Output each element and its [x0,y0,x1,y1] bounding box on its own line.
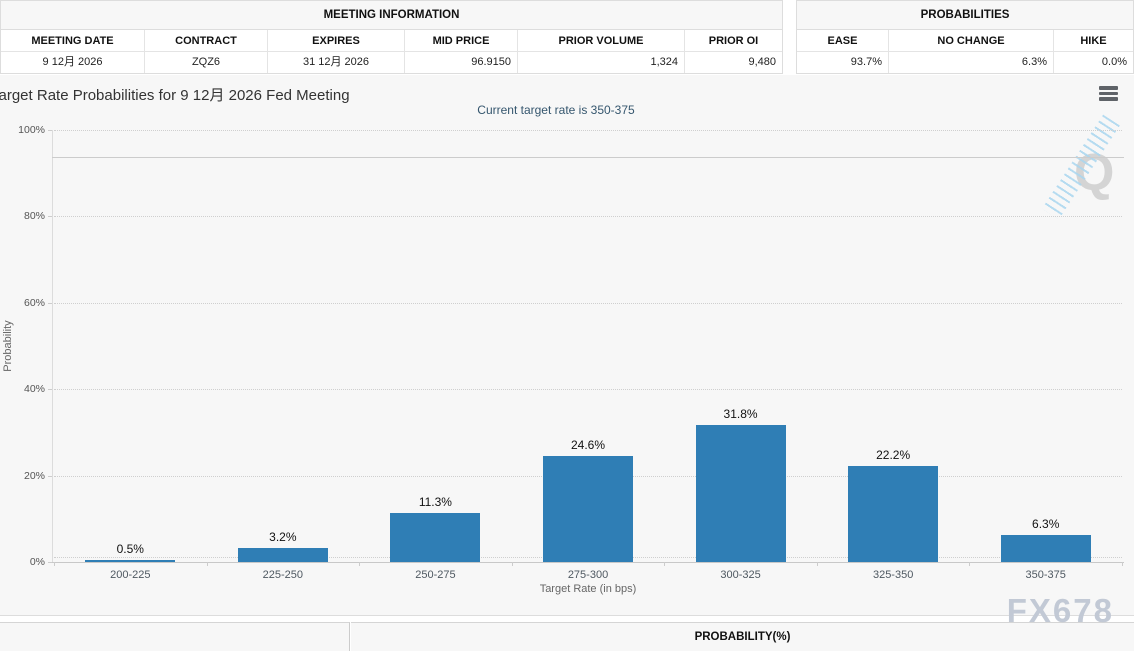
contract-value: ZQZ6 [144,52,267,73]
chart-panel: Q Target Rate Probabilities for 9 12月 20… [0,75,1134,616]
x-tick-label: 200-225 [110,569,151,581]
prior-volume-value: 1,324 [517,52,684,73]
meeting-information-value-row: 9 12月 2026 ZQZ6 31 12月 2026 96.9150 1,32… [1,52,782,73]
x-axis-tick [54,562,55,566]
x-tick-label: 300-325 [720,569,761,581]
gridline-40 [54,389,1122,391]
y-axis-tick [48,216,52,218]
x-axis-tick [664,562,666,566]
x-tick-label: 350-375 [1025,569,1066,581]
bar-value-label: 24.6% [570,437,606,452]
gridline-100 [54,130,1122,131]
y-tick-label: 100% [18,124,45,136]
y-axis-tick [48,130,52,131]
bar-value-label: 0.5% [116,541,144,556]
x-tick-label: 225-250 [262,569,304,581]
y-tick-label: 60% [23,296,45,309]
quikstrike-watermark: Q [1040,114,1130,237]
x-axis-tick [511,562,513,566]
y-tick-label: 40% [23,383,45,396]
meeting-date-value: 9 12月 2026 [42,56,103,68]
gridline-80 [54,216,1122,218]
reference-line [52,157,1124,159]
hamburger-menu-icon [1099,91,1118,95]
bottom-left-panel [0,622,350,651]
probability-section-header: PROBABILITY(%) [351,622,1134,651]
col-mid-price: MID PRICE [404,30,517,52]
bar-value-label: 3.2% [269,530,297,545]
chart-context-menu-button[interactable] [1099,86,1118,102]
bar-350-375[interactable] [1000,534,1091,562]
x-axis-line [52,562,1124,563]
probabilities-value-row: 93.7% 6.3% 0.0% [797,52,1133,73]
y-axis-tick [48,302,52,304]
x-axis-tick [359,562,361,566]
meeting-information-table: MEETING INFORMATION MEETING DATE CONTRAC… [0,0,783,74]
meeting-information-header-row: MEETING DATE CONTRACT EXPIRES MID PRICE … [1,30,782,52]
bar-225-250[interactable] [237,548,328,562]
y-tick-label: 20% [23,469,45,482]
x-axis-tick [969,562,971,566]
bar-value-label: 11.3% [418,495,452,510]
col-no-change: NO CHANGE [888,30,1053,52]
y-axis-tick [48,562,52,563]
col-hike: HIKE [1053,30,1133,52]
y-axis-tick [48,475,52,477]
hike-value: 0.0% [1053,52,1133,73]
x-tick-label: 325-350 [872,569,914,581]
meeting-information-title: MEETING INFORMATION [1,1,782,30]
y-tick-label: 80% [23,210,45,223]
col-meeting-date: MEETING DATE [1,30,144,52]
gridline-60 [54,302,1122,304]
no-change-value: 6.3% [888,52,1053,73]
y-axis-tick [48,389,52,391]
x-tick-label: 250-275 [415,569,456,581]
col-prior-oi: PRIOR OI [684,30,782,52]
x-tick-label: 275-300 [567,569,609,581]
chart-subtitle: Current target rate is 350-375 [477,103,635,117]
chart-title: Target Rate Probabilities for 9 12月 2026… [0,87,350,104]
mid-price-value: 96.9150 [404,52,517,73]
bar-200-225[interactable] [85,559,176,562]
x-axis-title: Target Rate (in bps) [539,583,637,595]
bar-250-275[interactable] [390,513,481,562]
bar-value-label: 22.2% [876,448,911,463]
x-axis-tick [1122,562,1123,566]
hamburger-menu-icon [1099,86,1118,90]
col-prior-volume: PRIOR VOLUME [517,30,684,52]
x-axis-tick [816,562,818,566]
y-axis-line [52,130,53,562]
fx678-watermark: FX678 [1006,592,1114,629]
col-contract: CONTRACT [144,30,267,52]
probability-section-title: PROBABILITY(%) [694,631,791,643]
prior-oi-value: 9,480 [684,52,782,73]
bar-300-325[interactable] [695,424,786,562]
hamburger-menu-icon [1099,97,1118,101]
bar-value-label: 6.3% [1032,516,1060,531]
col-ease: EASE [797,30,888,52]
ease-value: 93.7% [850,56,882,68]
bar-325-350[interactable] [848,466,939,562]
col-expires: EXPIRES [267,30,404,52]
expires-value: 31 12月 2026 [267,52,404,73]
y-axis-title: Probability [2,320,14,372]
bar-value-label: 31.8% [723,406,758,421]
y-tick-label: 0% [29,556,45,568]
probabilities-title: PROBABILITIES [797,1,1133,30]
x-axis-tick [206,562,208,566]
probabilities-header-row: EASE NO CHANGE HIKE [797,30,1133,52]
bar-275-300[interactable] [543,455,633,562]
probabilities-table: PROBABILITIES EASE NO CHANGE HIKE 93.7% … [796,0,1134,74]
